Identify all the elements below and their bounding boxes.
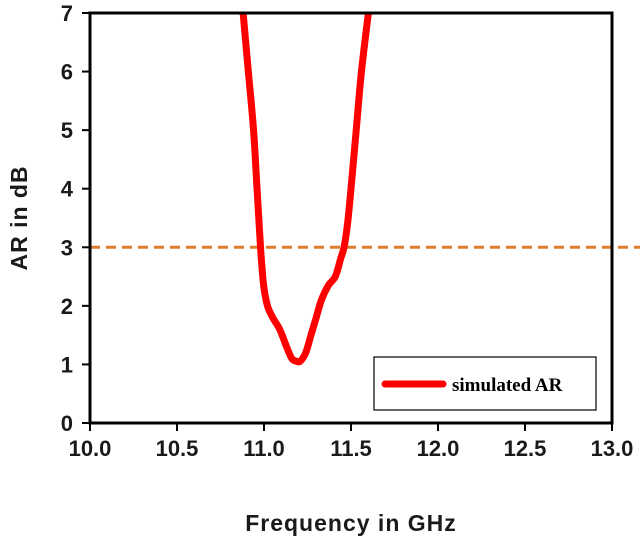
y-axis-ticks: 0 1 2 3 4 5 6 7 (61, 1, 90, 436)
x-tick-label: 12.0 (417, 436, 460, 461)
series-layer (239, 13, 372, 366)
x-tick-label: 10.5 (156, 436, 199, 461)
y-tick-label: 3 (61, 235, 73, 260)
y-tick-label: 5 (61, 118, 73, 143)
x-tick-label: 12.5 (504, 436, 547, 461)
y-tick-label: 1 (61, 352, 73, 377)
y-tick-label: 6 (61, 60, 73, 85)
legend-label-simulated-ar: simulated AR (452, 375, 563, 396)
x-axis-title: Frequency in GHz (245, 510, 457, 536)
x-tick-label: 10.0 (69, 436, 112, 461)
y-tick-label: 4 (61, 177, 74, 202)
legend: simulated AR (373, 356, 597, 411)
legend-box (373, 356, 597, 411)
x-tick-label: 11.5 (330, 436, 372, 461)
y-axis-title: AR in dB (6, 165, 32, 270)
x-axis-ticks: 10.0 10.5 11.0 11.5 12.0 12.5 13.0 (69, 423, 634, 461)
y-tick-label: 2 (61, 294, 73, 319)
series-line-simulated-ar (239, 13, 372, 366)
x-tick-label: 11.0 (243, 436, 285, 461)
plot-frame (88, 11, 614, 425)
x-tick-label: 13.0 (591, 436, 634, 461)
y-tick-label: 0 (61, 411, 73, 436)
y-tick-label: 7 (61, 1, 73, 26)
